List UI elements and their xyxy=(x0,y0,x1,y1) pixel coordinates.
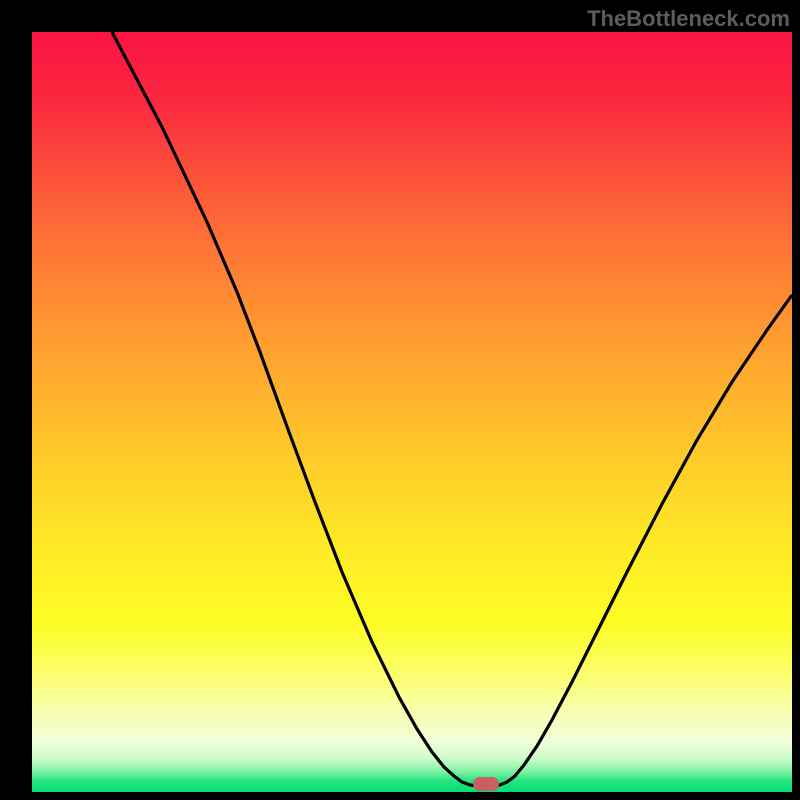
plot-area xyxy=(32,32,792,792)
optimum-marker xyxy=(473,777,499,791)
attribution-label: TheBottleneck.com xyxy=(587,6,790,32)
plot-svg xyxy=(32,32,792,792)
chart-frame: TheBottleneck.com xyxy=(0,0,800,800)
gradient-background xyxy=(32,32,792,792)
